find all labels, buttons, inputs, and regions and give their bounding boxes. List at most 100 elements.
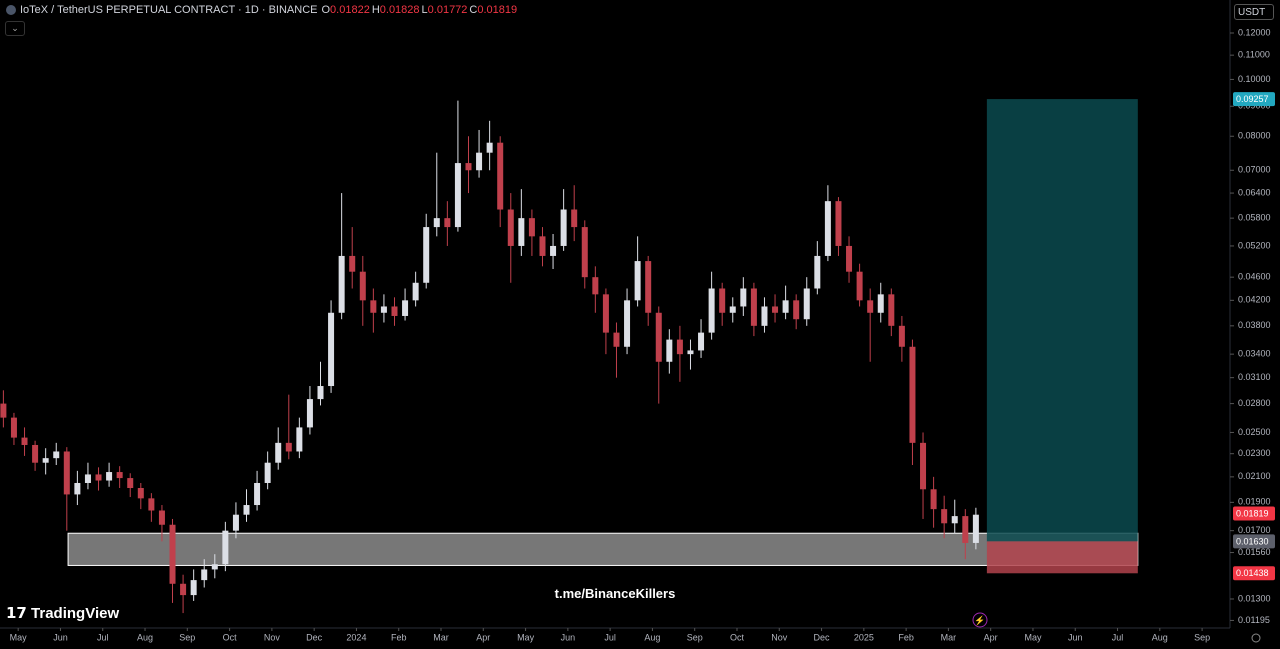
y-tick-label: 0.07000 [1238, 165, 1271, 175]
y-tick-label: 0.12000 [1238, 27, 1271, 37]
candle-body [391, 306, 398, 316]
x-tick-label: Sep [687, 632, 703, 642]
candle-body [624, 300, 631, 347]
candle-body [285, 442, 292, 452]
candle-body [454, 163, 461, 228]
brand-mark: 𝟭𝟳 [6, 605, 32, 622]
x-tick-label: Mar [941, 632, 957, 642]
candle-body [380, 306, 387, 313]
candle-body [846, 245, 853, 272]
candle-body [243, 505, 250, 515]
candle-body [465, 163, 472, 171]
y-tick-label: 0.08000 [1238, 131, 1271, 141]
candle-body [63, 451, 70, 495]
x-tick-label: Sep [1194, 632, 1210, 642]
candle-body [180, 583, 187, 596]
x-tick-label: Nov [771, 632, 788, 642]
candle-body [560, 209, 567, 246]
candle-body [867, 300, 874, 313]
y-tick-label: 0.02800 [1238, 398, 1271, 408]
y-tick-label: 0.01900 [1238, 497, 1271, 507]
candle-body [296, 427, 303, 452]
x-tick-label: Oct [223, 632, 238, 642]
candle-body [84, 474, 91, 483]
candle-body [930, 489, 937, 510]
collapse-button[interactable]: ⌄ [5, 21, 25, 36]
candle-body [750, 288, 757, 326]
symbol-title[interactable]: IoTeX / TetherUS PERPETUAL CONTRACT · 1D… [20, 4, 318, 16]
candle-body [116, 472, 123, 479]
candle-body [698, 332, 705, 351]
ohlc-value: 0.01819 [477, 4, 518, 16]
x-tick-label: 2025 [854, 632, 874, 642]
candle-body [148, 498, 155, 511]
y-tick-label: 0.01300 [1238, 593, 1271, 603]
x-tick-label: Oct [730, 632, 745, 642]
currency-button[interactable]: USDT [1234, 4, 1274, 20]
ohlc-key: L [421, 4, 428, 16]
x-tick-label: Dec [814, 632, 831, 642]
candle-body [306, 399, 313, 428]
ohlc-values: O0.01822 H0.01828 L0.01772 C0.01819 [321, 4, 519, 16]
x-tick-label: Sep [179, 632, 195, 642]
y-tick-label: 0.11000 [1238, 50, 1270, 60]
ohlc-key: C [469, 4, 478, 16]
header: IoTeX / TetherUS PERPETUAL CONTRACT · 1D… [6, 4, 519, 16]
x-tick-label: 2024 [346, 632, 366, 642]
settings-icon[interactable] [1251, 633, 1261, 643]
y-tick-label: 0.03100 [1238, 372, 1271, 382]
candle-body [909, 346, 916, 443]
candle-body [232, 514, 239, 531]
x-tick-label: Apr [476, 632, 490, 642]
candle-body [571, 209, 578, 228]
event-icon[interactable] [972, 612, 988, 628]
x-tick-label: Aug [1152, 632, 1168, 642]
candle-body [201, 569, 208, 581]
candle-body [74, 482, 81, 495]
candle-body [518, 218, 525, 246]
brand-logo: 𝟭𝟳 TradingView [6, 604, 119, 622]
ohlc-value: 0.01828 [379, 4, 420, 16]
candle-body [645, 261, 652, 313]
brand-name: TradingView [31, 605, 120, 622]
candle-body [666, 339, 673, 362]
y-tick-label: 0.03800 [1238, 320, 1271, 330]
x-tick-label: May [1024, 632, 1042, 642]
y-tick-label: 0.01560 [1238, 547, 1271, 557]
y-tick-label: 0.03400 [1238, 349, 1271, 359]
x-tick-label: Apr [984, 632, 998, 642]
candle-body [338, 255, 345, 313]
background-layer [67, 99, 1139, 574]
price-label: 0.09257 [1236, 94, 1269, 104]
candle-body [613, 332, 620, 347]
candle-body [32, 444, 39, 463]
x-tick-label: Aug [644, 632, 660, 642]
ohlc-key: O [321, 4, 331, 16]
candle-body [634, 261, 641, 301]
price-label: 0.01438 [1236, 568, 1269, 578]
price-label-bg [1233, 92, 1275, 107]
y-tick-label: 0.04200 [1238, 295, 1271, 305]
candle-body [888, 294, 895, 326]
candle-body [402, 300, 409, 316]
x-tick-label: Dec [306, 632, 323, 642]
candle-body [539, 236, 546, 256]
price-label: 0.01630 [1236, 536, 1269, 546]
y-tick-label: 0.05800 [1238, 213, 1271, 223]
candle-body [772, 306, 779, 313]
y-tick-label: 0.02500 [1238, 427, 1271, 437]
candle-body [158, 510, 165, 525]
x-tick-label: Aug [137, 632, 153, 642]
y-tick-label: 0.01195 [1238, 615, 1270, 625]
candle-body [476, 152, 483, 171]
x-tick-label: May [10, 632, 28, 642]
candle-body [856, 271, 863, 301]
candle-body [42, 458, 49, 463]
candle-body [106, 472, 113, 481]
candle-body [317, 386, 324, 400]
target-zone [986, 99, 1138, 542]
candle-body [222, 530, 229, 565]
candle-body [264, 462, 271, 483]
candle-body [687, 350, 694, 355]
